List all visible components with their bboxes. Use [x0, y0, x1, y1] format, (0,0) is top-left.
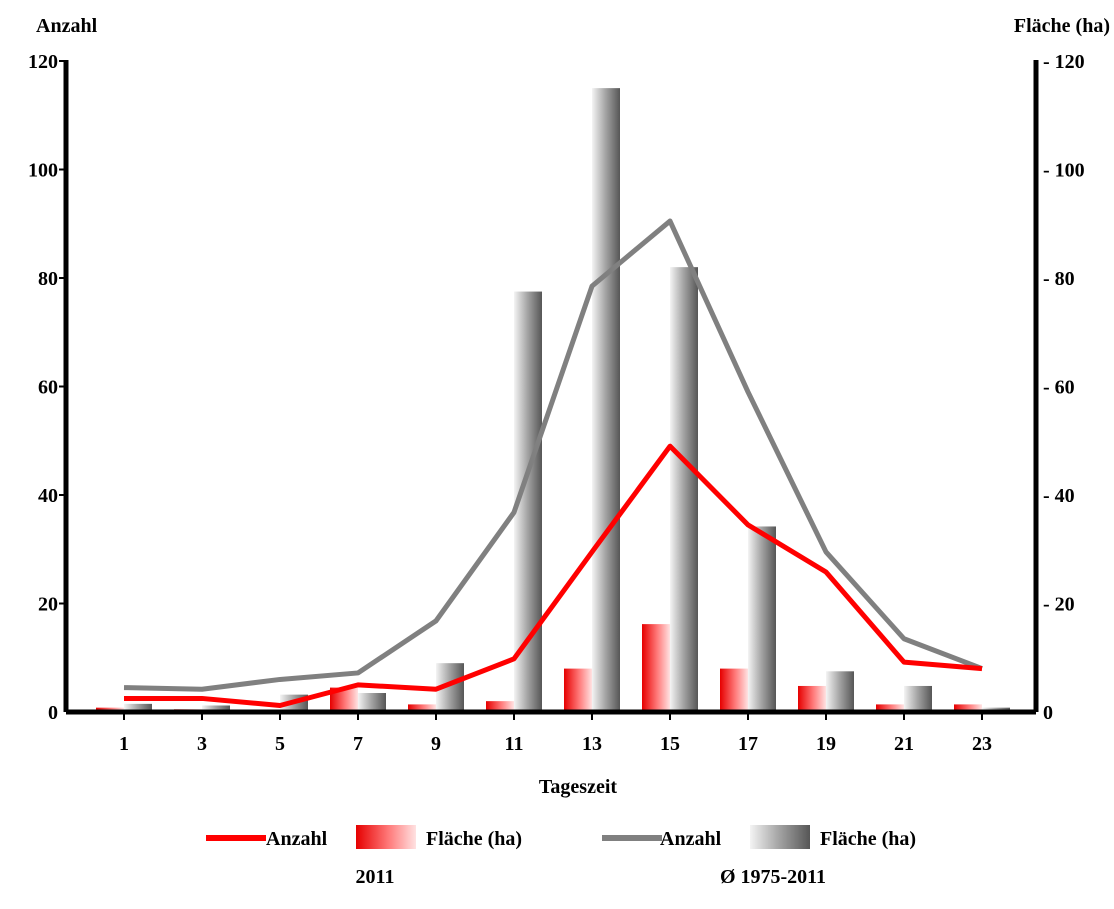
bar-area-average	[826, 671, 854, 712]
y-tick-label-right: - 100	[1043, 160, 1085, 182]
bar-area-2011	[408, 704, 436, 712]
legend-label-count-2011: Anzahl	[266, 828, 328, 850]
bar-area-average	[202, 705, 230, 712]
legend: Anzahl Fläche (ha) 2011 Anzahl Fläche (h…	[206, 825, 916, 888]
x-tick-label: 21	[894, 733, 914, 755]
x-tick-label: 15	[660, 733, 680, 755]
legend-swatch-area-average	[750, 825, 810, 849]
y-tick-label-left: 100	[28, 160, 58, 182]
y-tick-label-left: 20	[38, 594, 58, 616]
bar-area-2011	[486, 701, 514, 712]
legend-label-area-2011: Fläche (ha)	[426, 828, 522, 850]
y-tick-label-right: 0	[1043, 702, 1053, 724]
x-tick-label: 19	[816, 733, 836, 755]
y-tick-label-right: - 40	[1043, 485, 1075, 507]
y-tick-label-left: 40	[38, 485, 58, 507]
y-tick-label-left: 120	[28, 51, 58, 73]
x-tick-label: 17	[738, 733, 758, 755]
x-tick-label: 13	[582, 733, 602, 755]
bar-area-2011	[876, 704, 904, 712]
bars-average-area	[124, 88, 1010, 712]
y-tick-label-left: 80	[38, 268, 58, 290]
x-tick-label: 5	[275, 733, 285, 755]
bar-area-2011	[798, 685, 826, 712]
bar-area-average	[124, 703, 152, 712]
bar-area-2011	[720, 668, 748, 712]
series-lines	[123, 218, 983, 708]
x-tick-label: 7	[353, 733, 363, 755]
legend-label-count-average: Anzahl	[660, 828, 722, 850]
tick-labels: 0 0 20 - 20 40 - 40 60 - 60 80 - 80 100 - 100 120 - 1…	[28, 51, 1085, 755]
x-tick-label: 11	[505, 733, 524, 755]
line-count-2011	[124, 443, 983, 708]
legend-swatch-area-2011	[356, 825, 416, 849]
y-tick-label-right: - 20	[1043, 594, 1075, 616]
y-tick-label-right: - 120	[1043, 51, 1085, 73]
legend-group-2011: 2011	[356, 866, 395, 888]
bar-area-average	[358, 693, 386, 712]
y-tick-label-right: - 60	[1043, 377, 1075, 399]
bar-area-2011	[954, 704, 982, 712]
x-tick-label: 9	[431, 733, 441, 755]
bars-2011-area	[96, 624, 982, 712]
legend-group-average: Ø 1975-2011	[720, 866, 826, 888]
bar-area-2011	[564, 668, 592, 712]
x-tick-label: 3	[197, 733, 207, 755]
legend-label-area-average: Fläche (ha)	[820, 828, 916, 850]
y-tick-label-right: - 80	[1043, 268, 1075, 290]
bar-area-average	[670, 267, 698, 712]
y-tick-label-left: 60	[38, 377, 58, 399]
y-tick-label-left: 0	[48, 702, 58, 724]
axes	[59, 60, 1039, 720]
x-axis-title: Tageszeit	[539, 776, 617, 798]
bar-area-average	[592, 88, 620, 712]
bar-area-average	[904, 685, 932, 712]
bar-area-2011	[642, 624, 670, 712]
line-count-average	[123, 218, 983, 692]
x-tick-label: 1	[119, 733, 129, 755]
legend-line-2011	[206, 835, 266, 841]
legend-line-average	[602, 835, 662, 841]
y-left-title: Anzahl	[36, 15, 98, 37]
y-right-title: Fläche (ha)	[1014, 15, 1110, 37]
x-tick-label: 23	[972, 733, 992, 755]
bar-area-average	[748, 526, 776, 712]
